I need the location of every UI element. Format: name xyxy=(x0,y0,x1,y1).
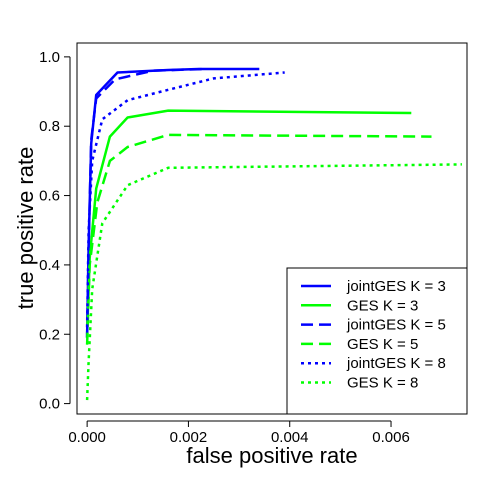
series-line-4 xyxy=(85,133,432,345)
legend-label: jointGES K = 3 xyxy=(346,278,446,295)
y-axis-title: true positive rate xyxy=(13,147,38,310)
x-tick-label: 0.002 xyxy=(170,429,208,446)
y-tick-label: 0.2 xyxy=(39,326,60,343)
series-line-5 xyxy=(85,71,285,328)
x-tick-label: 0.000 xyxy=(68,429,106,446)
y-tick-label: 0.4 xyxy=(39,257,60,274)
legend-label: GES K = 3 xyxy=(347,297,418,314)
legend-label: jointGES K = 5 xyxy=(346,317,446,334)
series-line-6 xyxy=(85,163,462,401)
plot-frame xyxy=(76,42,468,415)
y-tick-label: 1.0 xyxy=(39,49,60,66)
x-axis-title: false positive rate xyxy=(186,443,357,468)
series-line-3 xyxy=(85,67,204,338)
series-line-2 xyxy=(85,109,412,335)
x-tick-label: 0.004 xyxy=(271,429,309,446)
legend-label: GES K = 8 xyxy=(347,375,418,392)
y-tick-label: 0.6 xyxy=(39,188,60,205)
legend-box xyxy=(286,267,468,415)
legend: jointGES K = 3 GES K = 3 jointGES K = 5 GES… xyxy=(286,267,468,415)
series-layer xyxy=(85,67,462,401)
y-axis: 0.0 0.2 0.4 0.6 0.8 1.0 xyxy=(39,49,71,413)
legend-label: GES K = 5 xyxy=(347,336,418,353)
x-tick-label: 0.006 xyxy=(372,429,410,446)
y-tick-label: 0.0 xyxy=(39,396,60,413)
series-line-1 xyxy=(85,67,260,338)
x-axis: 0.000 0.002 0.004 0.006 xyxy=(68,420,410,446)
y-tick-label: 0.8 xyxy=(39,118,60,135)
legend-label: jointGES K = 8 xyxy=(346,355,446,372)
